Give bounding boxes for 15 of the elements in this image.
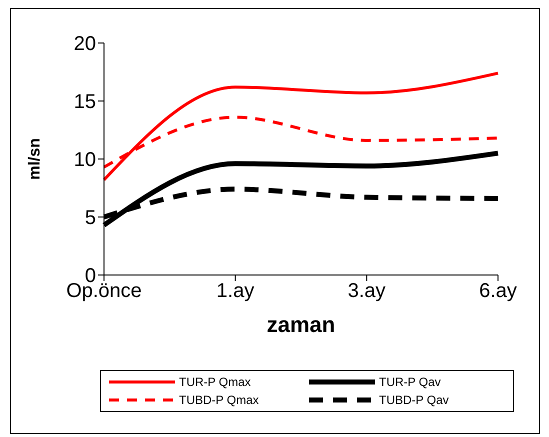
x-tick-label: 1.ay bbox=[216, 280, 254, 302]
legend-label: TUBD-P Qmax bbox=[179, 393, 259, 407]
legend-label: TUR-P Qmax bbox=[179, 375, 251, 389]
y-tick-label: 15 bbox=[74, 91, 96, 114]
line-series bbox=[102, 72, 500, 182]
y-tick-label: 10 bbox=[74, 149, 96, 172]
y-axis-title: ml/sn bbox=[26, 138, 44, 180]
x-tick-label: 3.ay bbox=[348, 280, 386, 302]
y-tick-label: 5 bbox=[84, 207, 96, 230]
y-tick-label: 0 bbox=[84, 265, 96, 288]
y-tick-label: 20 bbox=[74, 33, 96, 56]
x-axis-title: zaman bbox=[266, 312, 336, 337]
legend-label: TUBD-P Qav bbox=[379, 393, 449, 407]
x-tick-label: 6.ay bbox=[479, 280, 517, 302]
legend-label: TUR-P Qav bbox=[379, 375, 441, 389]
